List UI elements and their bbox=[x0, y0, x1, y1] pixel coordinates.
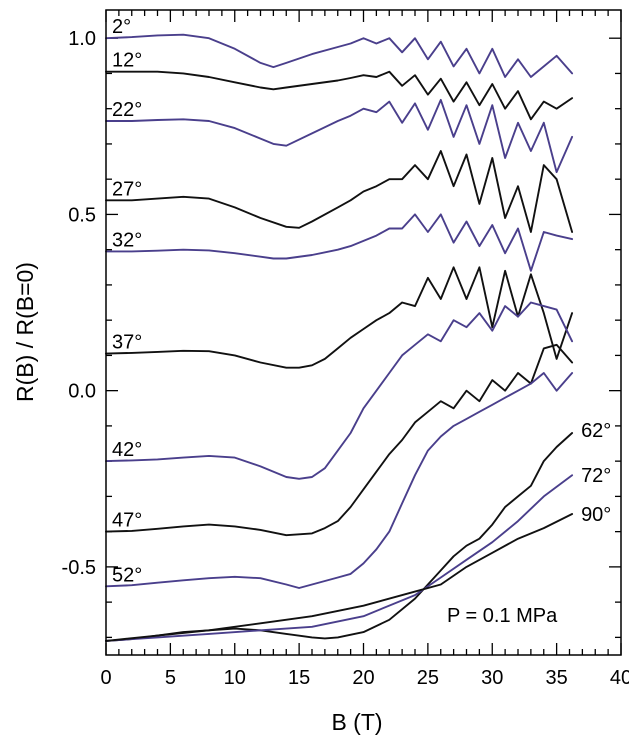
series-line-12deg bbox=[105, 70, 574, 121]
series-label-90deg: 90° bbox=[581, 504, 611, 526]
series-line-32deg bbox=[105, 213, 574, 272]
series-line-22deg bbox=[105, 98, 574, 174]
series-line-72deg bbox=[105, 474, 574, 642]
plot-frame bbox=[105, 9, 622, 656]
series-label-32deg: 32° bbox=[112, 229, 142, 251]
series-label-27deg: 27° bbox=[112, 178, 142, 200]
series-line-42deg bbox=[105, 301, 574, 480]
series-line-37deg bbox=[105, 266, 574, 369]
series-label-72deg: 72° bbox=[581, 465, 611, 487]
annotation-pressure: P = 0.1 MPa bbox=[447, 605, 558, 627]
y-axis-label: R(B) / R(B=0) bbox=[12, 262, 38, 402]
x-tick-label-15: 15 bbox=[288, 667, 310, 689]
series-line-90deg bbox=[105, 513, 574, 642]
x-axis-label: B (T) bbox=[331, 709, 382, 735]
series-line-2deg bbox=[105, 33, 574, 78]
x-tick-label-35: 35 bbox=[546, 667, 568, 689]
y-tick-label-0-0: 0.0 bbox=[68, 381, 96, 403]
series-label-12deg: 12° bbox=[112, 50, 142, 72]
series-label-2deg: 2° bbox=[112, 16, 131, 38]
x-tick-label-5: 5 bbox=[165, 667, 176, 689]
x-tick-label-30: 30 bbox=[481, 667, 503, 689]
y-tick-label-0-5: -0.5 bbox=[62, 557, 96, 579]
series-line-27deg bbox=[105, 150, 574, 233]
y-tick-label-0-5: 0.5 bbox=[68, 204, 96, 226]
series-line-52deg bbox=[105, 372, 574, 589]
series-label-47deg: 47° bbox=[112, 510, 142, 532]
series-line-47deg bbox=[105, 343, 574, 537]
series-label-62deg: 62° bbox=[581, 420, 611, 442]
x-tick-label-10: 10 bbox=[224, 667, 246, 689]
series-group bbox=[105, 33, 574, 642]
series-labels: 2° 12° 22° 27° 32° 37° 42° 47° 52° 62° 72° 90° bbox=[112, 16, 611, 586]
series-label-22deg: 22° bbox=[112, 99, 142, 121]
series-label-42deg: 42° bbox=[112, 439, 142, 461]
ticks bbox=[105, 10, 622, 655]
x-tick-label-0: 0 bbox=[100, 667, 111, 689]
x-tick-label-40: 40 bbox=[610, 667, 629, 689]
tick-labels: 0 5 10 15 20 25 30 35 40 -0.5 0.0 0.5 1.0 bbox=[62, 28, 629, 689]
x-tick-label-20: 20 bbox=[352, 667, 374, 689]
x-tick-label-25: 25 bbox=[417, 667, 439, 689]
y-tick-label-1-0: 1.0 bbox=[68, 28, 96, 50]
series-label-52deg: 52° bbox=[112, 564, 142, 586]
series-label-37deg: 37° bbox=[112, 332, 142, 354]
